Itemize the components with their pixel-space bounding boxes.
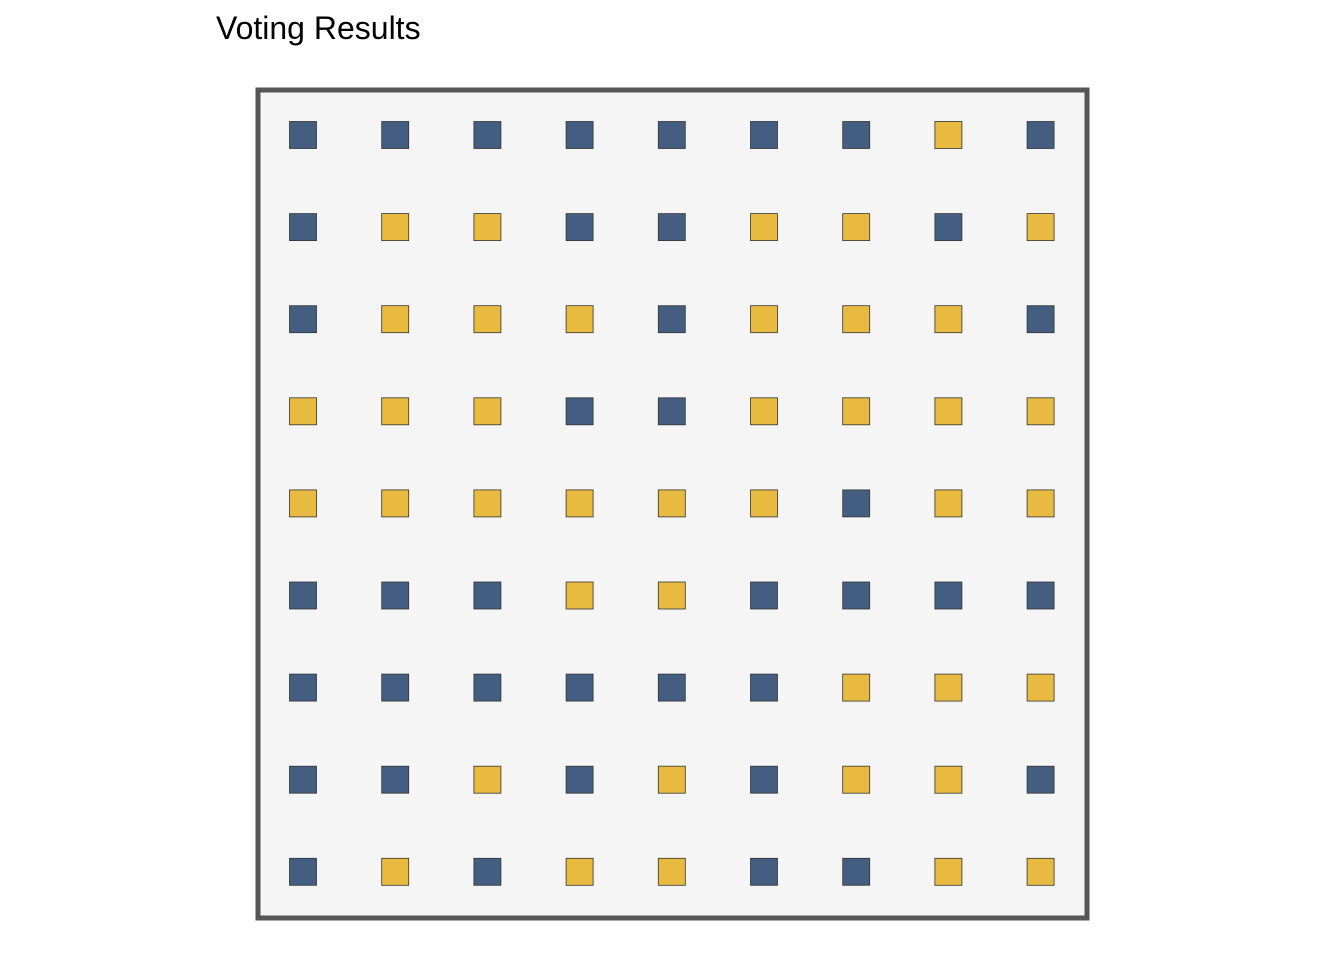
vote-cell-r8-c3-B [473, 765, 502, 794]
vote-cell-r8-c6-A [750, 765, 778, 794]
vote-cell-r4-c2-B [381, 397, 410, 426]
vote-cell-r6-c7-A [842, 581, 871, 610]
vote-cell-r8-c4-A [565, 765, 594, 794]
vote-cells [289, 121, 1055, 886]
vote-cell-r1-c1-A [289, 121, 317, 149]
vote-cell-r2-c1-A [289, 213, 317, 242]
vote-cell-r6-c3-A [473, 581, 502, 610]
vote-cell-r9-c5-B [657, 857, 686, 886]
vote-cell-r2-c5-A [657, 213, 686, 242]
vote-cell-r3-c6-B [750, 305, 778, 334]
vote-cell-r7-c3-A [473, 673, 502, 702]
plot-panel-border [255, 87, 1090, 921]
vote-cell-r2-c8-A [934, 213, 963, 242]
vote-cell-r5-c4-B [565, 489, 594, 518]
vote-cell-r6-c4-B [565, 581, 594, 610]
vote-cell-r8-c8-B [934, 765, 963, 794]
vote-cell-r7-c5-A [657, 673, 686, 702]
vote-cell-r4-c5-A [657, 397, 686, 426]
vote-cell-r6-c1-A [289, 581, 317, 610]
vote-cell-r9-c6-A [750, 857, 778, 886]
vote-cell-r7-c9-B [1026, 673, 1055, 702]
vote-cell-r2-c9-B [1026, 213, 1055, 242]
vote-cell-r5-c9-B [1026, 489, 1055, 518]
vote-cell-r4-c9-B [1026, 397, 1055, 426]
vote-cell-r7-c1-A [289, 673, 317, 702]
vote-cell-r3-c4-B [565, 305, 594, 334]
vote-cell-r7-c7-B [842, 673, 871, 702]
vote-cell-r9-c9-B [1026, 857, 1055, 886]
vote-cell-r3-c2-B [381, 305, 410, 334]
vote-cell-r5-c3-B [473, 489, 502, 518]
vote-cell-r7-c2-A [381, 673, 410, 702]
vote-cell-r9-c7-A [842, 857, 871, 886]
vote-cell-r3-c8-B [934, 305, 963, 334]
vote-cell-r6-c2-A [381, 581, 410, 610]
vote-cell-r1-c3-A [473, 121, 502, 149]
vote-cell-r1-c2-A [381, 121, 410, 149]
vote-cell-r7-c8-B [934, 673, 963, 702]
vote-cell-r2-c3-B [473, 213, 502, 242]
vote-cell-r9-c2-B [381, 857, 410, 886]
vote-cell-r9-c1-A [289, 857, 317, 886]
vote-cell-r4-c3-B [473, 397, 502, 426]
vote-cell-r5-c5-B [657, 489, 686, 518]
vote-cell-r3-c3-B [473, 305, 502, 334]
vote-cell-r3-c5-A [657, 305, 686, 334]
vote-cell-r6-c5-B [657, 581, 686, 610]
vote-cell-r3-c7-B [842, 305, 871, 334]
vote-cell-r9-c4-B [565, 857, 594, 886]
vote-cell-r2-c6-B [750, 213, 778, 242]
vote-cell-r8-c7-B [842, 765, 871, 794]
vote-cell-r6-c6-A [750, 581, 778, 610]
vote-cell-r2-c7-B [842, 213, 871, 242]
vote-cell-r1-c9-A [1026, 121, 1055, 149]
vote-cell-r8-c5-B [657, 765, 686, 794]
vote-cell-r8-c1-A [289, 765, 317, 794]
vote-cell-r9-c3-A [473, 857, 502, 886]
vote-cell-r8-c2-A [381, 765, 410, 794]
vote-cell-r9-c8-B [934, 857, 963, 886]
vote-cell-r4-c1-B [289, 397, 317, 426]
vote-cell-r1-c6-A [750, 121, 778, 149]
vote-cell-r1-c7-A [842, 121, 871, 149]
vote-cell-r1-c8-B [934, 121, 963, 149]
vote-cell-r5-c6-B [750, 489, 778, 518]
vote-cell-r6-c9-A [1026, 581, 1055, 610]
vote-cell-r6-c8-A [934, 581, 963, 610]
vote-cell-r4-c6-B [750, 397, 778, 426]
vote-cell-r2-c4-A [565, 213, 594, 242]
vote-cell-r8-c9-A [1026, 765, 1055, 794]
vote-cell-r3-c9-A [1026, 305, 1055, 334]
vote-cell-r5-c7-A [842, 489, 871, 518]
vote-cell-r7-c6-A [750, 673, 778, 702]
vote-cell-r1-c4-A [565, 121, 594, 149]
chart-title: Voting Results [216, 10, 421, 46]
vote-cell-r4-c4-A [565, 397, 594, 426]
vote-cell-r7-c4-A [565, 673, 594, 702]
vote-cell-r5-c8-B [934, 489, 963, 518]
vote-cell-r1-c5-A [657, 121, 686, 149]
vote-cell-r4-c7-B [842, 397, 871, 426]
vote-cell-r3-c1-A [289, 305, 317, 334]
vote-cell-r4-c8-B [934, 397, 963, 426]
vote-cell-r5-c2-B [381, 489, 410, 518]
vote-cell-r2-c2-B [381, 213, 410, 242]
vote-cell-r5-c1-B [289, 489, 317, 518]
